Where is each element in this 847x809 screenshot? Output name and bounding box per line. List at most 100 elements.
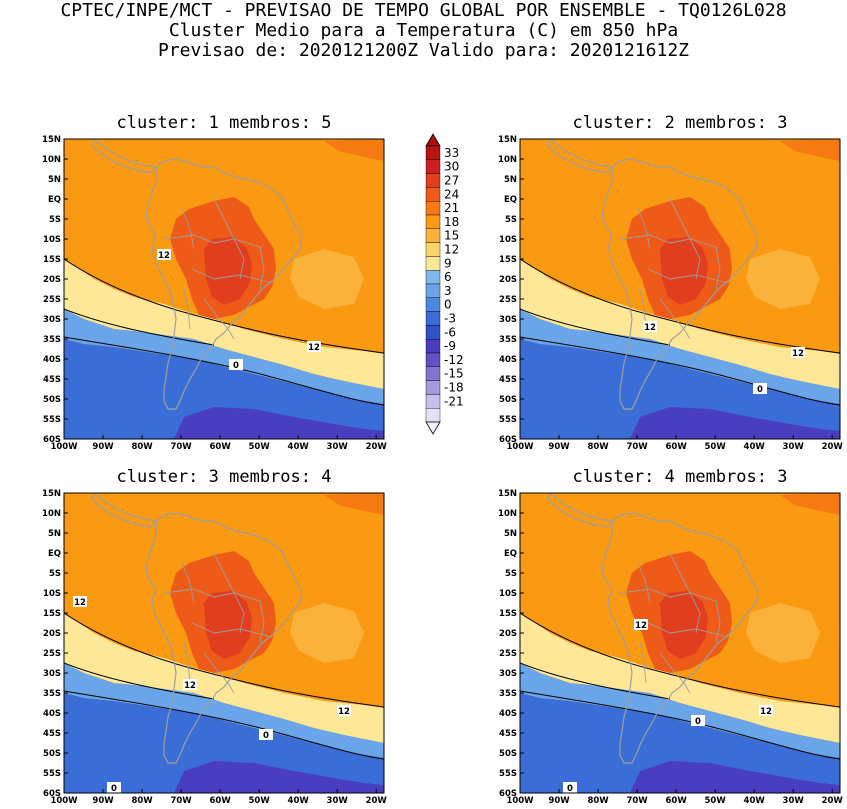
central-america-coastline [91, 493, 158, 528]
colorbar-label: 18 [444, 215, 459, 229]
country-border [715, 600, 721, 644]
lat-label: 60S [499, 789, 517, 799]
lat-label: 15N [498, 489, 517, 499]
lat-label: 20S [43, 629, 61, 639]
cool-belt [64, 663, 384, 758]
lat-label: 10N [42, 509, 61, 519]
lat-label: 30S [43, 669, 61, 679]
cool-belt [520, 309, 840, 404]
contour-12 [64, 612, 384, 708]
map-frame [63, 492, 385, 794]
colorbar-segment [425, 408, 441, 423]
lon-label: 30W [327, 442, 349, 452]
colorbar-label: 15 [444, 229, 459, 243]
contour-label: 12 [792, 349, 804, 359]
lat-label: 60S [43, 435, 61, 445]
lon-label: 100W [506, 796, 534, 806]
lat-label: 45S [43, 729, 61, 739]
country-border [183, 288, 191, 330]
contour-label-box [753, 383, 767, 394]
country-border [637, 562, 651, 604]
lat-label: 50S [43, 749, 61, 759]
country-border [637, 208, 651, 250]
south-america-coastline [601, 158, 759, 410]
country-border [619, 588, 717, 602]
colorbar-segment [425, 269, 441, 285]
contour-label-box [259, 729, 273, 740]
lon-label: 20W [822, 796, 844, 806]
colorbar-label: 30 [444, 160, 459, 174]
country-border [163, 234, 261, 248]
country-border [259, 600, 265, 644]
lat-label: 35S [43, 689, 61, 699]
lat-label: 5N [504, 175, 517, 185]
colorbar-label: 24 [444, 187, 459, 201]
contour-label-box [107, 782, 121, 793]
lat-label: 10S [499, 589, 517, 599]
contour-label-box [73, 596, 87, 607]
lon-label: 80W [587, 442, 609, 452]
country-border [163, 588, 261, 602]
contour-12-west [520, 662, 671, 700]
map-panel-2: 12 12 0 15N 10N 5N EQ 5S 10S 15S 20S 25S 30S 35S 40S 45… [498, 135, 843, 452]
lat-label: EQ [504, 195, 517, 205]
lat-label: 10S [499, 235, 517, 245]
lat-label: 50S [499, 395, 517, 405]
lat-label: EQ [48, 195, 61, 205]
colorbar-label: -15 [444, 367, 464, 381]
lat-label: 15S [43, 255, 61, 265]
lat-label: 40S [499, 709, 517, 719]
south-america-coastline [145, 512, 303, 764]
colorbar-label: 12 [444, 243, 459, 257]
contour-label: 0 [757, 385, 763, 395]
south-america-coastline [145, 158, 303, 410]
contour-12 [520, 258, 840, 354]
lat-label: 55S [43, 769, 61, 779]
contour-0 [520, 336, 840, 406]
lat-label: 40S [43, 709, 61, 719]
contour-0 [64, 690, 384, 760]
lon-label: 30W [783, 442, 805, 452]
lat-label: 15N [42, 135, 61, 145]
lat-label: 55S [499, 415, 517, 425]
contour-label-box [157, 249, 171, 260]
warm-patch-north [780, 139, 840, 161]
lat-label: 40S [43, 355, 61, 365]
colorbar-label: 33 [444, 146, 459, 160]
contour-0 [520, 690, 840, 760]
contour-label: 12 [635, 621, 647, 631]
contour-label-box [691, 715, 705, 726]
lat-label: 30S [43, 315, 61, 325]
colorbar-segment [425, 200, 441, 216]
country-border [203, 652, 235, 694]
map-panel-4: 12 12 0 0 15N 10N 5N EQ 5S 10S 15S 20S 25S 30S 35S 40S 4… [498, 489, 844, 806]
lat-label: 5S [49, 569, 61, 579]
contour-label: 0 [567, 784, 573, 794]
colorbar-label: -21 [444, 394, 464, 408]
lon-label: 60W [209, 796, 231, 806]
lat-label: 50S [499, 749, 517, 759]
colorbar-label: 6 [444, 270, 452, 284]
deep-cold-patch [174, 407, 384, 439]
lat-label: 10S [43, 589, 61, 599]
lat-label: 55S [43, 415, 61, 425]
central-america-coastline [547, 493, 614, 528]
lon-label: 50W [705, 442, 727, 452]
lat-label: 5S [49, 215, 61, 225]
lon-label: 40W [744, 796, 766, 806]
lat-label: 15S [43, 609, 61, 619]
lat-label: 15S [499, 609, 517, 619]
lon-label: 90W [92, 442, 114, 452]
lon-label: 60W [665, 442, 687, 452]
contour-label: 0 [233, 361, 239, 371]
lon-label: 100W [50, 796, 78, 806]
contour-label-box [337, 705, 351, 716]
lat-label: 5S [505, 215, 517, 225]
country-border [213, 198, 245, 280]
contour-label: 12 [644, 323, 656, 333]
contour-label: 12 [158, 251, 170, 261]
figure-title-line-3: Previsao de: 2020121200Z Valido para: 20… [157, 40, 689, 61]
lat-label: EQ [48, 549, 61, 559]
warm-patch-east [290, 603, 364, 663]
south-america-coastline [601, 512, 759, 764]
